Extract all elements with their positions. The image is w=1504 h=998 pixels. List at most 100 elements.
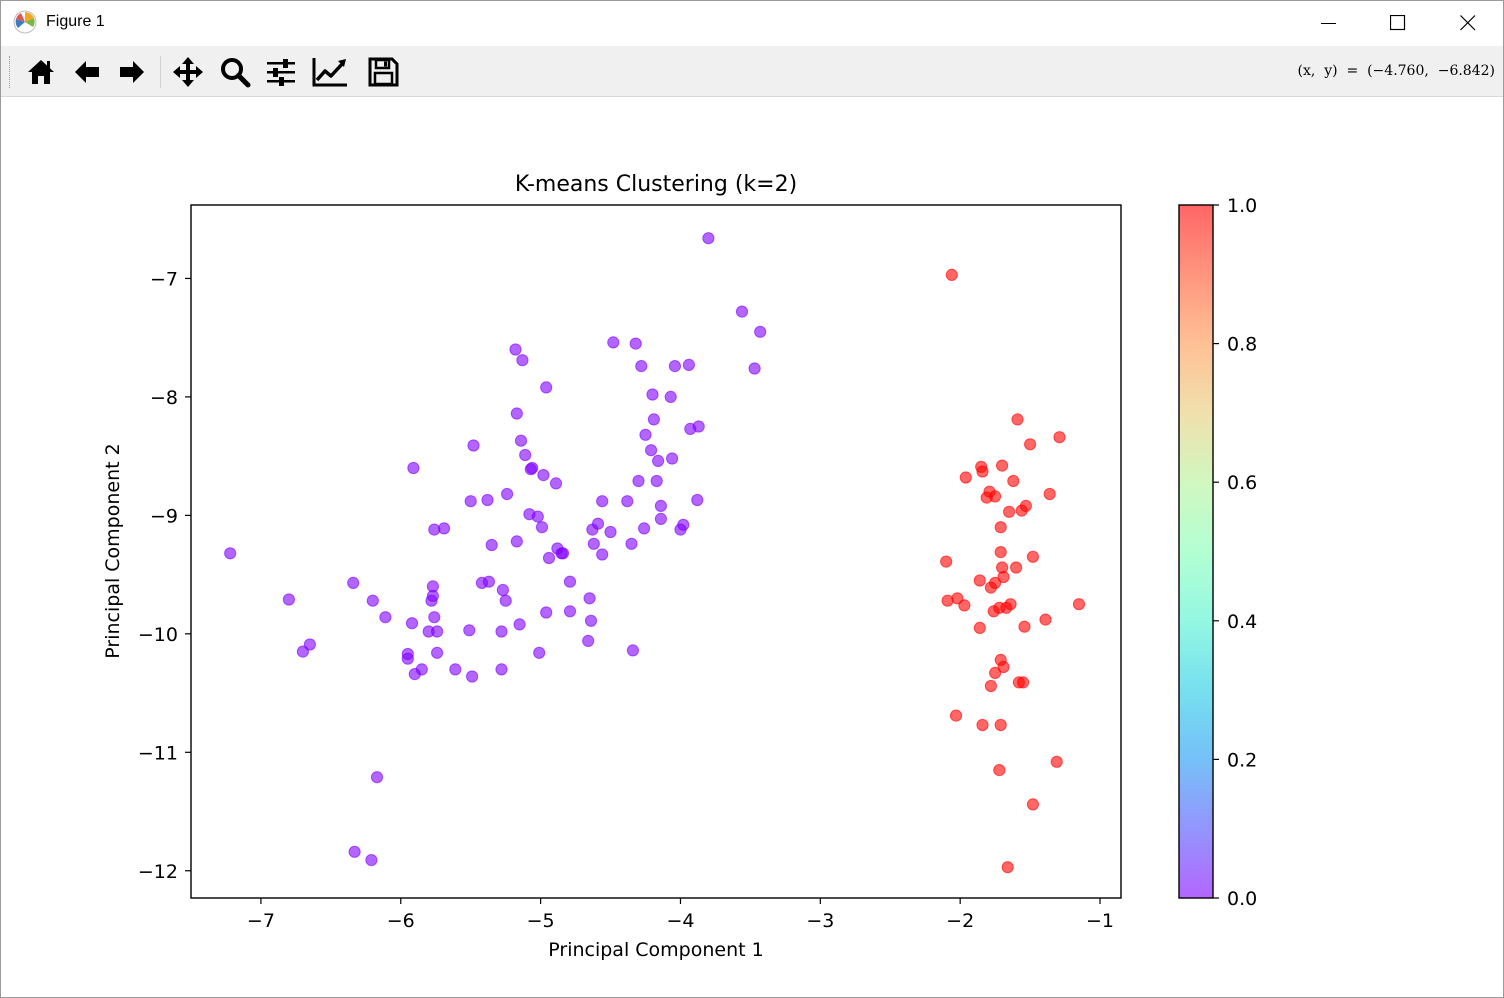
scatter-point-cluster-1 (996, 459, 1009, 472)
scatter-point-cluster-1 (1010, 561, 1023, 574)
pan-button[interactable] (170, 54, 206, 90)
save-button[interactable] (365, 54, 401, 90)
x-tick-label: −3 (806, 910, 834, 932)
scatter-point-cluster-1 (976, 718, 989, 732)
y-tick-label: −10 (138, 624, 178, 646)
scatter-point-cluster-0 (516, 354, 529, 367)
scatter-point-cluster-0 (513, 618, 526, 631)
scatter-point-cluster-0 (496, 583, 509, 597)
scatter-point-cluster-0 (668, 360, 682, 373)
scatter-point-cluster-0 (666, 452, 679, 465)
scatter-point-cluster-0 (481, 493, 494, 507)
home-button[interactable] (23, 54, 59, 90)
configure-subplots-button[interactable] (263, 54, 299, 90)
scatter-point-cluster-0 (499, 594, 512, 607)
scatter-point-cluster-1 (1001, 861, 1014, 874)
scatter-point-cluster-1 (994, 521, 1007, 534)
forward-button[interactable] (114, 54, 150, 90)
colorbar-ticks: 0.0 0.2 0.4 0.6 0.8 1.0 (1213, 195, 1257, 910)
scatter-point-cluster-0 (604, 525, 617, 539)
scatter-point-cluster-0 (677, 518, 690, 531)
window-title: Figure 1 (46, 13, 105, 30)
colorbar-tick-label: 0.2 (1227, 749, 1257, 771)
scatter-point-cluster-0 (431, 625, 444, 638)
figure-canvas[interactable]: K-means Clustering (k=2) −7 −6 −5 −4 −3 −2 −1 … (1, 97, 1503, 997)
scatter-point-cluster-0 (533, 646, 546, 659)
scatter-point-cluster-0 (650, 474, 663, 488)
scatter-point-cluster-0 (692, 420, 705, 433)
scatter-point-cluster-0 (463, 624, 476, 637)
y-tick-label: −9 (150, 505, 178, 527)
x-axis-ticks: −7 −6 −5 −4 −3 −2 −1 (247, 898, 1114, 932)
scatter-point-cluster-1 (1072, 598, 1086, 611)
scatter-point-cluster-0 (370, 771, 384, 784)
y-tick-label: −12 (138, 861, 178, 883)
back-button[interactable] (69, 54, 105, 90)
scatter-point-cluster-0 (563, 605, 577, 618)
scatter-point-cluster-0 (625, 537, 638, 550)
colorbar-tick-label: 0.6 (1227, 472, 1257, 494)
scatter-point-cluster-0 (282, 593, 295, 606)
close-button[interactable] (1433, 1, 1503, 46)
scatter-point-cluster-0 (645, 444, 658, 457)
scatter-point-cluster-0 (635, 360, 648, 373)
scatter-chart[interactable]: K-means Clustering (k=2) −7 −6 −5 −4 −3 −2 −1 … (1, 97, 1503, 997)
scatter-point-cluster-0 (510, 407, 523, 420)
zoom-button[interactable] (217, 54, 253, 90)
zoom-icon (221, 58, 251, 88)
scatter-point-cluster-1 (973, 621, 986, 635)
minimize-icon (1321, 23, 1336, 24)
scatter-point-cluster-1 (973, 574, 986, 587)
matplotlib-logo-icon (13, 10, 37, 34)
scatter-point-cluster-1 (984, 581, 998, 594)
scatter-point-cluster-1 (959, 471, 972, 484)
maximize-icon (1390, 15, 1406, 31)
scatter-point-cluster-0 (629, 337, 642, 350)
scatter-point-cluster-0 (514, 434, 528, 447)
scatter-point-cluster-0 (591, 517, 605, 530)
scatter-point-cluster-0 (365, 854, 378, 867)
scatter-point-cluster-0 (748, 362, 761, 375)
scatter-point-cluster-0 (485, 538, 498, 552)
scatter-point-cluster-0 (438, 522, 451, 535)
scatter-point-cluster-0 (303, 638, 316, 651)
scatter-point-cluster-0 (535, 521, 549, 534)
scatter-point-cluster-0 (621, 495, 634, 508)
toolbar-separator (160, 56, 161, 88)
scatter-point-cluster-1 (949, 709, 963, 722)
colorbar-tick-label: 1.0 (1227, 195, 1257, 217)
scatter-point-cluster-1 (945, 268, 958, 281)
scatter-point-cluster-0 (626, 644, 640, 657)
scatter-point-cluster-0 (464, 495, 477, 508)
edit-axis-icon (312, 58, 347, 87)
scatter-point-cluster-0 (563, 575, 577, 588)
scatter-point-cluster-0 (584, 614, 598, 627)
toolbar-grip[interactable] (9, 56, 12, 88)
scatter-point-cluster-0 (428, 611, 441, 624)
scatter-point-cluster-0 (531, 510, 544, 523)
colorbar (1178, 204, 1214, 899)
scatter-point-cluster-0 (348, 845, 361, 858)
scatter-point-cluster-0 (482, 575, 495, 588)
scatter-point-cluster-1 (989, 490, 1002, 503)
y-tick-label: −7 (150, 268, 178, 290)
scatter-point-cluster-0 (702, 232, 715, 245)
maximize-button[interactable] (1363, 1, 1433, 46)
scatter-point-cluster-0 (596, 495, 609, 508)
minimize-button[interactable] (1294, 1, 1364, 46)
home-icon (28, 60, 54, 84)
x-tick-label: −7 (247, 910, 275, 932)
cursor-coordinates: (x, y) = (−4.760, −6.842) (1297, 63, 1495, 79)
scatter-point-cluster-1 (976, 465, 989, 478)
scatter-point-cluster-1 (1007, 474, 1020, 488)
edit-axis-button[interactable] (310, 54, 347, 90)
y-axis-label: Principal Component 2 (102, 443, 124, 658)
x-tick-label: −2 (946, 910, 974, 932)
y-tick-label: −8 (150, 387, 178, 409)
y-axis-ticks: −12 −11 −10 −9 −8 −7 (138, 268, 191, 883)
scatter-point-cluster-1 (1011, 413, 1024, 426)
scatter-point-cluster-1 (1043, 487, 1056, 501)
scatter-point-cluster-0 (754, 325, 767, 338)
scatter-point-cluster-1 (997, 660, 1010, 674)
scatter-point-cluster-0 (405, 617, 419, 630)
